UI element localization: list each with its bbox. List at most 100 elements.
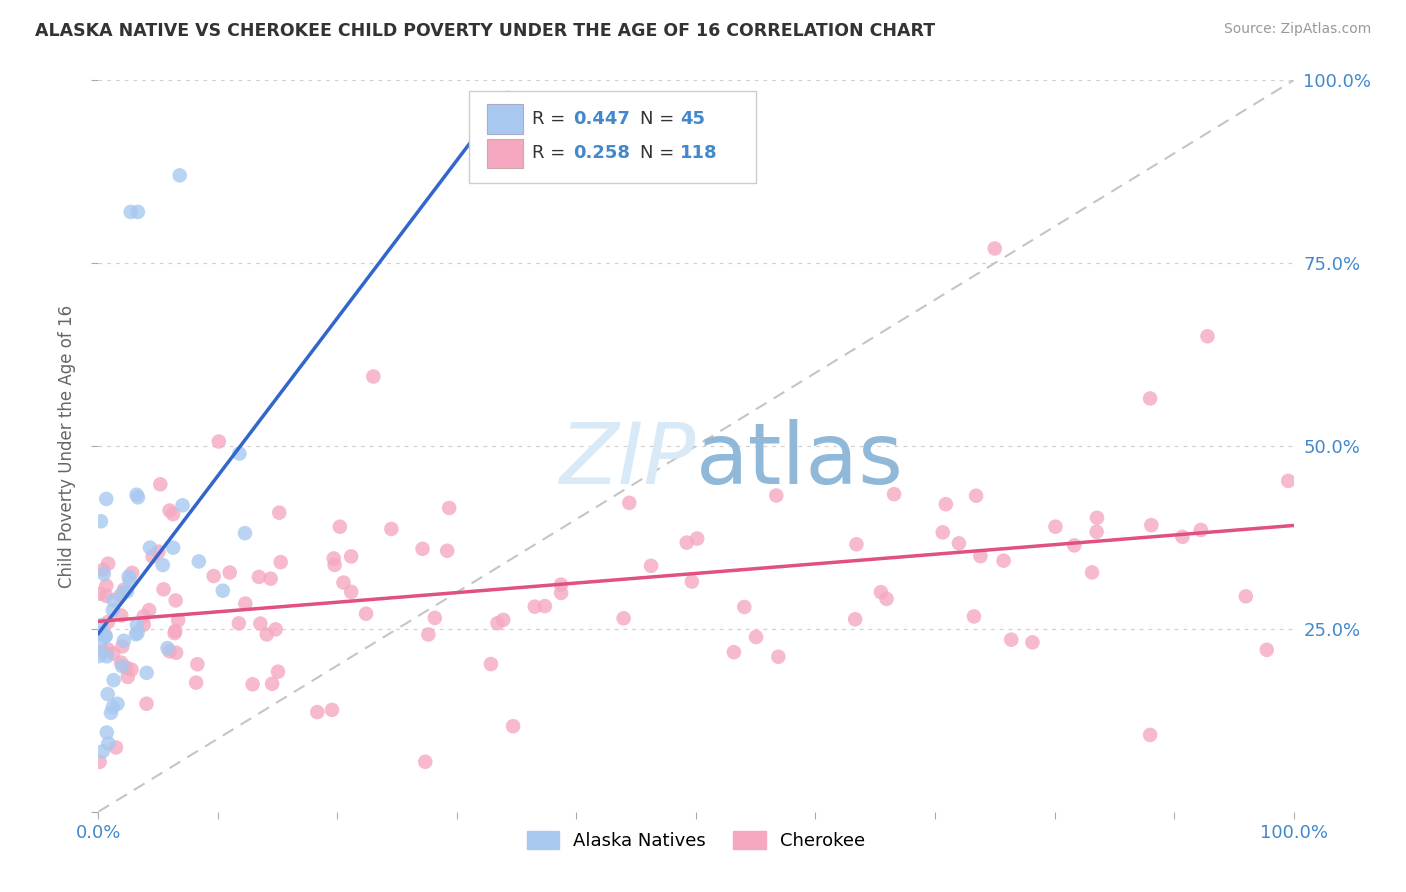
Cherokee [218, 566, 240, 580]
Cherokee [132, 609, 155, 624]
Alaska Natives [117, 569, 139, 583]
Cherokee [1197, 329, 1219, 343]
Cherokee [993, 554, 1015, 568]
Alaska Natives [125, 488, 148, 502]
Cherokee [94, 589, 117, 603]
Cherokee [233, 597, 256, 611]
Alaska Natives [125, 618, 148, 632]
Alaska Natives [89, 626, 111, 640]
Cherokee [149, 477, 172, 491]
Text: R =: R = [533, 110, 571, 128]
Cherokee [138, 603, 160, 617]
Text: N =: N = [640, 145, 679, 162]
Cherokee [423, 611, 446, 625]
Cherokee [613, 611, 636, 625]
Cherokee [112, 582, 135, 597]
Alaska Natives [127, 491, 149, 505]
Cherokee [1234, 590, 1257, 604]
FancyBboxPatch shape [470, 91, 756, 183]
Bar [486, 104, 523, 134]
Alaska Natives [94, 629, 117, 643]
Cherokee [768, 649, 790, 664]
Alaska Natives [89, 648, 111, 663]
Alaska Natives [120, 205, 142, 219]
Cherokee [354, 607, 377, 621]
Cherokee [1277, 474, 1299, 488]
Legend: Alaska Natives, Cherokee: Alaska Natives, Cherokee [519, 823, 873, 857]
Cherokee [969, 549, 991, 563]
Cherokee [142, 549, 165, 564]
Cherokee [845, 537, 868, 551]
Cherokee [110, 656, 132, 670]
Cherokee [844, 612, 866, 626]
Cherokee [165, 593, 187, 607]
Cherokee [733, 599, 755, 614]
Cherokee [247, 570, 270, 584]
Cherokee [162, 507, 184, 521]
Cherokee [765, 488, 787, 502]
Cherokee [436, 543, 458, 558]
Alaska Natives [152, 558, 174, 572]
Cherokee [97, 615, 120, 629]
Bar [486, 139, 523, 168]
Y-axis label: Child Poverty Under the Age of 16: Child Poverty Under the Age of 16 [58, 304, 76, 588]
Text: 118: 118 [681, 145, 718, 162]
Cherokee [340, 549, 363, 564]
Text: 0.447: 0.447 [572, 110, 630, 128]
Text: atlas: atlas [696, 419, 904, 502]
Cherokee [413, 755, 436, 769]
Cherokee [412, 541, 434, 556]
Alaska Natives [172, 498, 194, 512]
Cherokee [323, 558, 346, 572]
Alaska Natives [228, 447, 250, 461]
Cherokee [523, 599, 546, 614]
Cherokee [89, 587, 111, 601]
Alaska Natives [112, 633, 135, 648]
Cherokee [115, 660, 138, 674]
Cherokee [159, 644, 181, 658]
Cherokee [932, 525, 955, 540]
Text: ZIP: ZIP [560, 419, 696, 502]
Cherokee [1256, 643, 1278, 657]
Cherokee [152, 582, 174, 597]
Cherokee [1189, 523, 1212, 537]
Cherokee [135, 697, 157, 711]
Cherokee [948, 536, 970, 550]
Cherokee [110, 608, 132, 623]
Alaska Natives [169, 169, 191, 183]
Cherokee [267, 665, 290, 679]
Cherokee [745, 630, 768, 644]
Cherokee [963, 609, 986, 624]
Cherokee [502, 719, 524, 733]
Alaska Natives [96, 725, 118, 739]
Text: N =: N = [640, 110, 679, 128]
Text: 0.258: 0.258 [572, 145, 630, 162]
Cherokee [1139, 392, 1161, 406]
Cherokee [1085, 524, 1108, 539]
Cherokee [148, 545, 170, 559]
Cherokee [1045, 519, 1067, 533]
Alaska Natives [94, 629, 117, 643]
Alaska Natives [103, 673, 125, 687]
Alaska Natives [111, 586, 134, 600]
Alaska Natives [111, 659, 134, 673]
Cherokee [228, 616, 250, 631]
Cherokee [321, 703, 343, 717]
Cherokee [329, 520, 352, 534]
Cherokee [363, 369, 385, 384]
Cherokee [723, 645, 745, 659]
Alaska Natives [93, 629, 115, 643]
Alaska Natives [107, 697, 129, 711]
Cherokee [550, 577, 572, 591]
Alaska Natives [233, 526, 256, 541]
Cherokee [121, 663, 143, 677]
Alaska Natives [127, 205, 149, 219]
Cherokee [883, 487, 905, 501]
Cherokee [202, 569, 225, 583]
Cherokee [492, 613, 515, 627]
Alaska Natives [96, 649, 118, 664]
Cherokee [270, 555, 292, 569]
Cherokee [876, 591, 898, 606]
Alaska Natives [127, 626, 149, 640]
Cherokee [686, 532, 709, 546]
